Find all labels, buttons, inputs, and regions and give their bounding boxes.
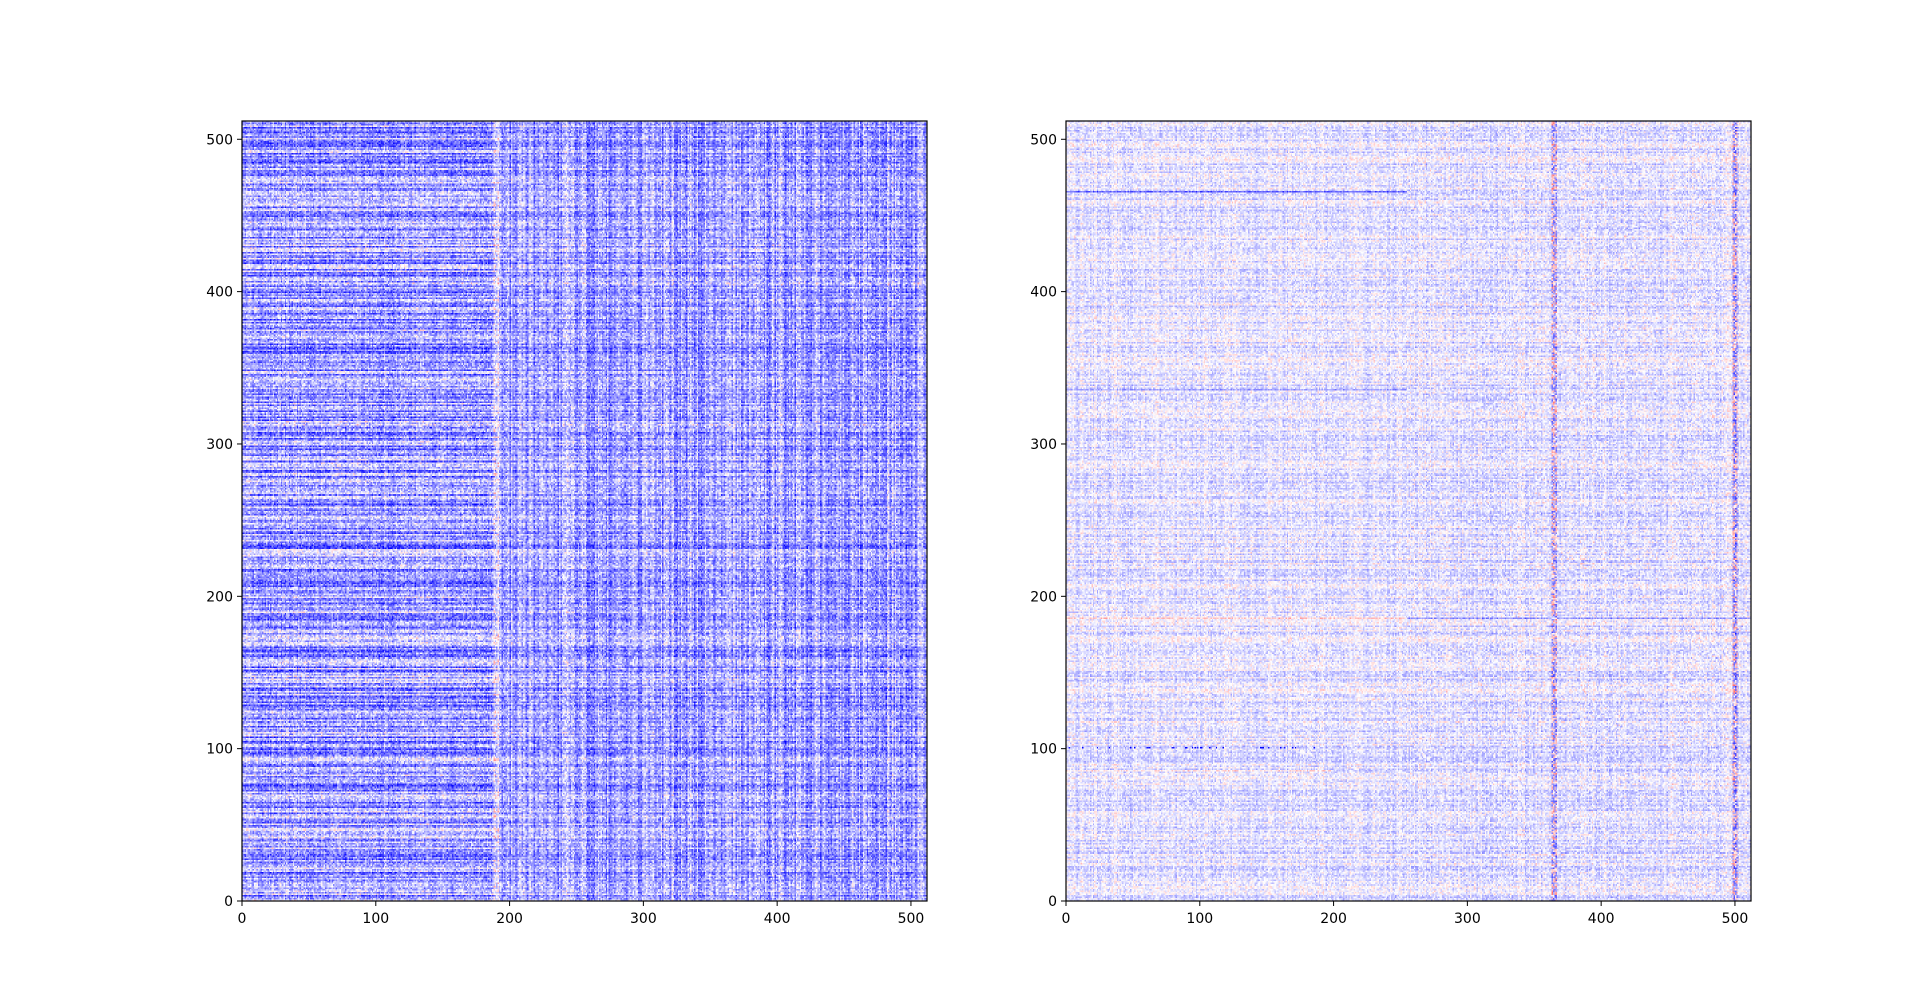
heatmap-right-xtick-label: 100 — [1186, 911, 1213, 927]
heatmap-left-xtick-label: 0 — [238, 911, 247, 927]
heatmap-left: 0 100 200 300 400 500 0 100 200 300 400 500 — [206, 120, 928, 927]
heatmap-left-xtick-label: 500 — [898, 911, 925, 927]
heatmap-right-image — [1066, 121, 1751, 901]
heatmap-left-ytick-label: 400 — [206, 285, 233, 301]
heatmap-right-xtick-label: 300 — [1454, 911, 1481, 927]
heatmap-left-ytick-label: 100 — [206, 742, 233, 758]
heatmap-right: 0 100 200 300 400 500 0 100 200 300 400 500 — [1030, 120, 1752, 927]
heatmap-left-ytick-label: 200 — [206, 589, 233, 605]
heatmap-left-xtick-label: 100 — [362, 911, 389, 927]
heatmap-right-frame — [1065, 120, 1752, 902]
heatmap-left-ytick-label: 300 — [206, 437, 233, 453]
heatmap-left-frame — [241, 120, 928, 902]
heatmap-left-xtick-label: 400 — [764, 911, 791, 927]
heatmap-right-ytick-label: 400 — [1030, 285, 1057, 301]
heatmap-left-ticks: 0 100 200 300 400 500 0 100 200 300 400 500 — [206, 132, 924, 927]
heatmap-right-ytick-label: 0 — [1048, 894, 1057, 910]
heatmap-left-ytick-label: 500 — [206, 132, 233, 148]
heatmap-right-ytick-label: 300 — [1030, 437, 1057, 453]
heatmap-right-xtick-label: 400 — [1588, 911, 1615, 927]
heatmap-right-xtick-label: 0 — [1062, 911, 1071, 927]
heatmap-right-ytick-label: 200 — [1030, 589, 1057, 605]
heatmap-right-xtick-label: 500 — [1722, 911, 1749, 927]
heatmap-left-ytick-label: 0 — [224, 894, 233, 910]
heatmap-right-ticks: 0 100 200 300 400 500 0 100 200 300 400 500 — [1030, 132, 1748, 927]
heatmap-right-ytick-label: 100 — [1030, 742, 1057, 758]
heatmap-right-xtick-label: 200 — [1320, 911, 1347, 927]
heatmap-left-xtick-label: 300 — [630, 911, 657, 927]
heatmap-right-ytick-label: 500 — [1030, 132, 1057, 148]
heatmap-left-image — [242, 121, 927, 901]
heatmap-left-xtick-label: 200 — [496, 911, 523, 927]
